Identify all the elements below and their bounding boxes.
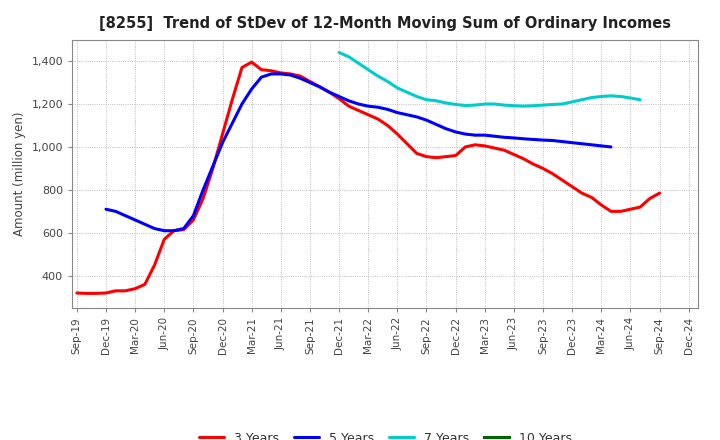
3 Years (199, 196, 207, 201)
7 Years (568, 99, 577, 105)
3 Years (655, 191, 664, 196)
7 Years (383, 79, 392, 84)
3 Years (441, 154, 450, 159)
3 Years (73, 290, 81, 296)
5 Years (228, 121, 237, 126)
7 Years (393, 85, 402, 91)
7 Years (413, 94, 421, 99)
3 Years (402, 141, 411, 147)
7 Years (461, 103, 469, 108)
3 Years (82, 291, 91, 296)
7 Years (354, 61, 363, 66)
3 Years (218, 132, 227, 137)
7 Years (441, 100, 450, 106)
Y-axis label: Amount (million yen): Amount (million yen) (13, 112, 26, 236)
7 Years (480, 101, 489, 106)
Legend: 3 Years, 5 Years, 7 Years, 10 Years: 3 Years, 5 Years, 7 Years, 10 Years (194, 427, 577, 440)
7 Years (335, 50, 343, 55)
5 Years (102, 207, 110, 212)
7 Years (471, 103, 480, 108)
7 Years (549, 102, 557, 107)
7 Years (558, 101, 567, 106)
7 Years (422, 97, 431, 103)
3 Years (248, 59, 256, 65)
7 Years (539, 103, 547, 108)
7 Years (588, 95, 596, 100)
7 Years (626, 95, 635, 101)
7 Years (451, 102, 460, 107)
7 Years (500, 103, 508, 108)
7 Years (402, 90, 411, 95)
3 Years (296, 73, 305, 79)
Line: 3 Years: 3 Years (77, 62, 660, 293)
7 Years (364, 67, 372, 72)
5 Years (238, 101, 246, 106)
7 Years (616, 94, 625, 99)
7 Years (529, 103, 538, 108)
7 Years (432, 98, 441, 103)
7 Years (636, 97, 644, 103)
7 Years (597, 94, 606, 99)
5 Years (568, 140, 577, 145)
5 Years (510, 136, 518, 141)
5 Years (471, 132, 480, 138)
7 Years (510, 103, 518, 108)
7 Years (607, 93, 616, 99)
7 Years (519, 103, 528, 109)
Line: 5 Years: 5 Years (106, 74, 611, 231)
7 Years (344, 54, 353, 59)
7 Years (490, 101, 499, 106)
3 Years (597, 202, 606, 208)
Line: 7 Years: 7 Years (339, 52, 640, 106)
7 Years (577, 97, 586, 103)
Title: [8255]  Trend of StDev of 12-Month Moving Sum of Ordinary Incomes: [8255] Trend of StDev of 12-Month Moving… (99, 16, 671, 32)
7 Years (374, 73, 382, 79)
